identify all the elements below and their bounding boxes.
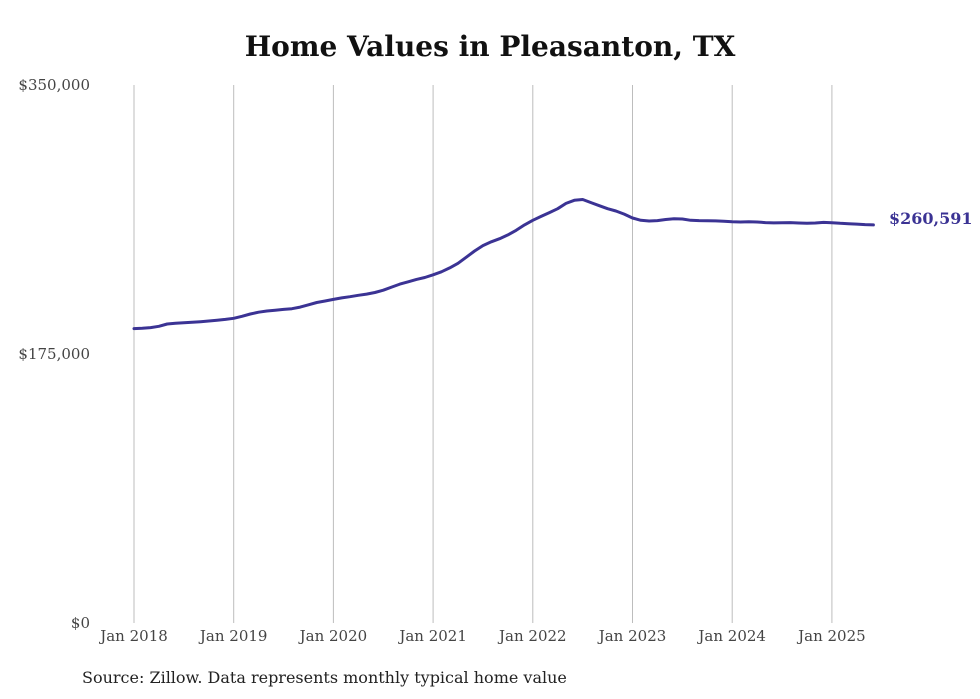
x-tick-label: Jan 2025 xyxy=(796,627,866,645)
source-note: Source: Zillow. Data represents monthly … xyxy=(82,668,567,687)
end-value-label-group: $260,591 xyxy=(889,209,973,228)
y-tick-label: $175,000 xyxy=(18,345,90,363)
x-tick-label: Jan 2023 xyxy=(597,627,667,645)
y-axis: $0 $175,000 $350,000 xyxy=(18,76,90,632)
x-axis: Jan 2018 Jan 2019 Jan 2020 Jan 2021 Jan 2022… xyxy=(98,627,865,645)
x-tick-label: Jan 2018 xyxy=(98,627,168,645)
x-tick-label: Jan 2021 xyxy=(397,627,467,645)
y-tick-label: $0 xyxy=(71,614,90,632)
x-tick-label: Jan 2019 xyxy=(198,627,268,645)
end-value-label: $260,591 xyxy=(889,209,973,228)
chart-title: Home Values in Pleasanton, TX xyxy=(244,30,736,63)
gridlines xyxy=(133,85,833,623)
y-tick-label: $350,000 xyxy=(18,76,90,94)
series-line xyxy=(132,198,875,331)
x-tick-label: Jan 2024 xyxy=(696,627,766,645)
x-tick-label: Jan 2022 xyxy=(497,627,567,645)
series-group xyxy=(132,198,875,331)
x-tick-label: Jan 2020 xyxy=(298,627,368,645)
